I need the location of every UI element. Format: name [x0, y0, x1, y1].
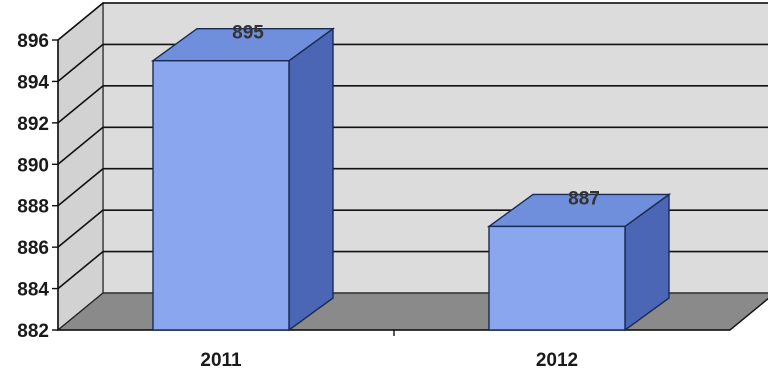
gridline-depth	[57, 85, 104, 124]
x-tick-label: 2011	[200, 350, 242, 371]
bar-side	[288, 27, 334, 332]
data-label: 895	[232, 23, 264, 44]
y-tick-label: 886	[17, 238, 49, 259]
gridline-depth	[57, 43, 104, 83]
y-tick-label: 890	[17, 155, 49, 176]
gridline-depth	[57, 168, 104, 207]
data-labels: 895 887	[232, 23, 600, 210]
data-label: 887	[568, 188, 600, 209]
bar-front	[152, 60, 290, 331]
y-tick-label: 896	[17, 31, 49, 52]
y-tick-label: 884	[17, 280, 49, 301]
gridline-depth	[57, 126, 104, 165]
y-tick-label: 894	[17, 72, 49, 93]
gridline-depth	[57, 250, 104, 290]
bars	[150, 27, 672, 332]
x-tick-labels: 2011 2012	[200, 350, 578, 371]
gridline-depth	[57, 209, 104, 248]
bar-2012	[486, 193, 672, 332]
side-wall	[57, 1, 104, 332]
x-tick-label: 2012	[536, 350, 578, 371]
y-tick-label: 882	[17, 321, 49, 342]
y-tick-labels: 882 884 886 888 890 892 894 896	[17, 31, 49, 342]
gridline-depth	[57, 2, 104, 41]
bar-front	[488, 225, 626, 331]
y-tick-label: 892	[17, 114, 49, 135]
bar-2011	[150, 27, 336, 332]
y-tick-label: 888	[17, 197, 49, 218]
